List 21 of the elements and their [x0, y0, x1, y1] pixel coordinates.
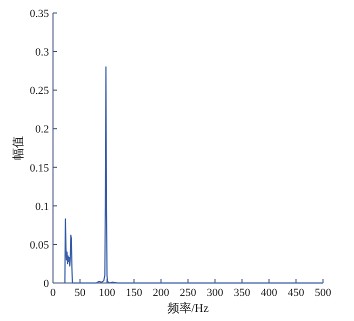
- line-series: [64, 66, 324, 284]
- x-tick-label: 200: [152, 287, 170, 299]
- x-tick-label: 300: [206, 287, 224, 299]
- y-tick-label: 0: [44, 278, 50, 290]
- y-tick-label: 0.3: [35, 46, 50, 59]
- x-axis-title: 频率/Hz: [167, 301, 209, 315]
- y-tick-label: 0.15: [30, 162, 50, 174]
- x-tick-label: 250: [180, 287, 197, 299]
- y-tick-label: 0.05: [30, 239, 50, 252]
- x-tick-label: 500: [314, 287, 332, 299]
- x-tick-label: 400: [260, 287, 278, 299]
- y-tick-label: 0.35: [30, 8, 50, 20]
- x-tick-label: 100: [98, 287, 116, 299]
- y-tick-label: 0.2: [35, 124, 49, 136]
- x-tick-label: 150: [126, 287, 143, 299]
- y-tick-label: 0.1: [35, 200, 49, 213]
- y-axis-title: 幅值: [11, 136, 25, 160]
- x-tick-label: 350: [234, 287, 251, 299]
- x-tick-label: 50: [74, 287, 86, 299]
- y-tick-label: 0.25: [30, 85, 50, 98]
- x-tick-label: 450: [288, 287, 305, 299]
